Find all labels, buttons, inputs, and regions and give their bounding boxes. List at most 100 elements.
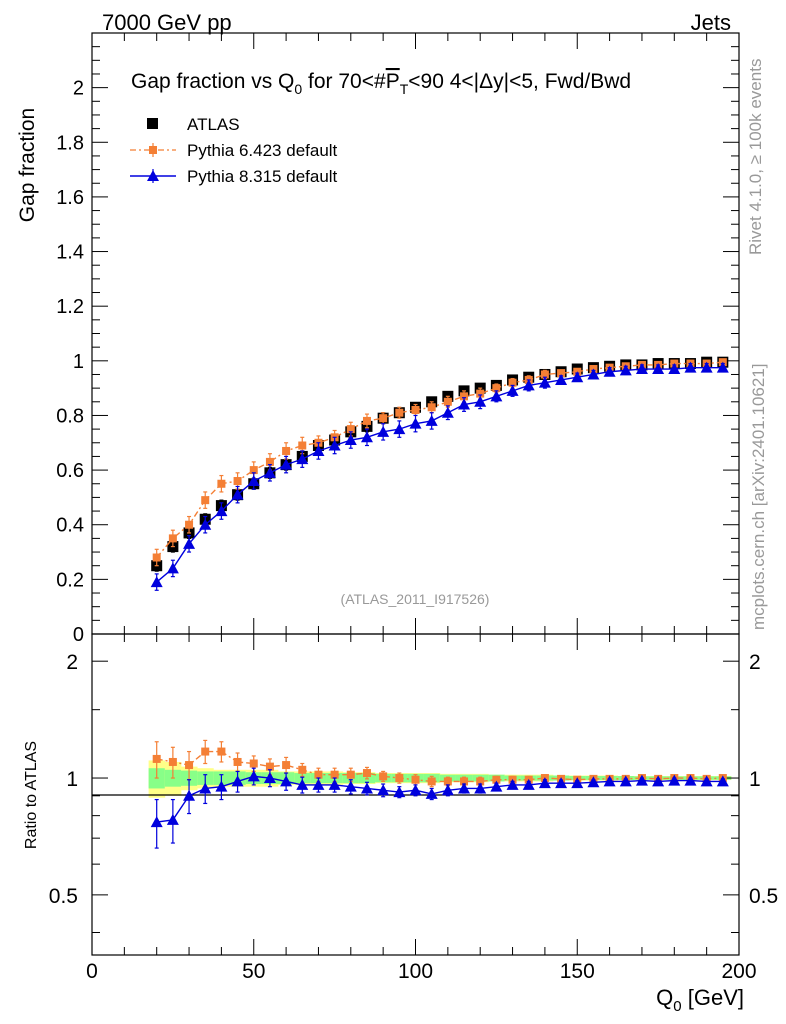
main-pythia8-point xyxy=(312,444,325,456)
xlabel-unit: [GeV] xyxy=(682,985,744,1010)
ratio-pythia6-point xyxy=(395,774,404,783)
legend-atlas-label: ATLAS xyxy=(187,115,240,134)
ratio-xtick-label: 200 xyxy=(721,960,756,983)
main-pythia6-point xyxy=(508,378,517,387)
main-pythia8-point xyxy=(619,364,632,376)
ratio-pythia8-point xyxy=(700,775,713,787)
main-series xyxy=(150,356,729,591)
main-pythia8-point xyxy=(360,431,373,443)
ratio-xtick-label: 150 xyxy=(560,960,595,983)
ratio-pythia6-point xyxy=(443,777,452,786)
legend: ATLAS Pythia 6.423 default Pythia 8.315 … xyxy=(130,115,338,186)
main-pythia6-point xyxy=(411,405,420,414)
main-pythia6-point xyxy=(476,389,485,398)
ratio-series xyxy=(150,739,729,849)
main-pythia8-point xyxy=(587,368,600,380)
ratio-pythia8-point xyxy=(635,774,648,786)
ratio-pythia8-point xyxy=(458,782,471,794)
ratio-pythia8-point xyxy=(409,784,422,796)
ratio-pythia8-point xyxy=(652,775,665,787)
ratio-pythia8-point xyxy=(474,782,487,794)
main-pythia8-point xyxy=(490,390,503,402)
ratio-pythia8-point xyxy=(668,774,681,786)
ratio-pythia6-point xyxy=(217,747,226,756)
title-sub-1: 0 xyxy=(294,81,302,97)
legend-item-atlas: ATLAS xyxy=(147,115,240,134)
main-pythia8-point xyxy=(231,488,244,500)
main-pythia8-point xyxy=(199,518,212,530)
main-ytick-label: 0.6 xyxy=(56,460,84,482)
main-ytick-label: 1.8 xyxy=(56,132,84,154)
main-pythia6-point xyxy=(460,392,469,401)
main-pythia6-point xyxy=(217,479,226,488)
ratio-pythia8-point xyxy=(263,772,276,784)
ratio-ytick-label-right: 0.5 xyxy=(749,885,778,908)
legend-atlas-marker xyxy=(147,118,158,129)
ratio-ytick-label-right: 2 xyxy=(749,651,761,674)
title-text-2: for 70<# xyxy=(302,70,386,93)
main-pythia6-point xyxy=(265,457,274,466)
main-ytick-label: 1 xyxy=(73,351,84,373)
ratio-pythia8-point xyxy=(393,786,406,798)
main-pythia6-point xyxy=(346,425,355,434)
ratio-pythia6-point xyxy=(379,772,388,781)
ratio-pythia6-point xyxy=(282,761,291,770)
ratio-ytick-label: 0.5 xyxy=(49,885,78,908)
main-pythia8-point xyxy=(296,453,309,465)
main-pythia8-point xyxy=(263,466,276,478)
main-ytick-label: 1.4 xyxy=(56,242,84,264)
ratio-pythia8-point xyxy=(280,775,293,787)
rivet-label: Rivet 4.1.0, ≥ 100k events xyxy=(746,59,765,255)
header-left: 7000 GeV pp xyxy=(102,10,232,35)
main-pythia8-point xyxy=(328,439,341,451)
ratio-pythia8-point xyxy=(215,780,228,792)
main-pythia8-point xyxy=(458,398,471,410)
ratio-pythia6-point xyxy=(346,770,355,779)
ratio-pythia8-point xyxy=(150,816,163,828)
ratio-pythia6-point xyxy=(460,777,469,786)
ratio-ytick-label: 2 xyxy=(66,651,78,674)
ratio-pythia8-point xyxy=(555,777,568,789)
ratio-pythia6-point xyxy=(249,759,258,768)
main-pythia6-point xyxy=(249,466,258,475)
main-pythia6-point xyxy=(443,397,452,406)
main-pythia6-point xyxy=(185,520,194,529)
main-ytick-label: 2 xyxy=(73,78,84,100)
ratio-plot-panel: 0.5 0.51 12 20 50 100 150 200 Ratio to ATLAS Q0… xyxy=(23,633,778,1015)
main-ytick-label: 0.8 xyxy=(56,405,84,427)
main-pythia6-point xyxy=(427,403,436,412)
ratio-pythia8-point xyxy=(603,775,616,787)
ratio-pythia8-point xyxy=(522,778,535,790)
main-pythia8-line xyxy=(156,366,723,583)
legend-item-pythia6: Pythia 6.423 default xyxy=(130,141,338,160)
main-pythia6-line xyxy=(156,361,723,558)
main-pythia6-point xyxy=(492,384,501,393)
main-ytick-label: 0.4 xyxy=(56,515,84,537)
ratio-pythia8-point xyxy=(312,778,325,790)
ratio-pythia6-point xyxy=(168,757,177,766)
main-pythia6-point xyxy=(201,496,210,505)
main-pythia8-point xyxy=(506,384,519,396)
main-pythia8-point xyxy=(393,423,406,435)
main-plot-panel: 0 0.2 0.4 0.6 0.8 1 1.2 1.4 1.6 1.8 2 Gap fraction… xyxy=(16,32,740,646)
ratio-pythia6-point xyxy=(233,757,242,766)
main-pythia8-point xyxy=(603,365,616,377)
main-pythia8-point xyxy=(344,434,357,446)
ratio-pythia8-point xyxy=(506,778,519,790)
ratio-pythia8-point xyxy=(425,787,438,799)
watermark: (ATLAS_2011_I917526) xyxy=(341,591,490,607)
main-pythia8-point xyxy=(522,379,535,391)
title-text-3: <90 4<|Δy|<5, Fwd/Bwd xyxy=(408,70,631,93)
ratio-pythia6-point xyxy=(330,770,339,779)
header-right: Jets xyxy=(691,10,731,35)
main-pythia8-point xyxy=(668,363,681,375)
ratio-pythia6-point xyxy=(265,762,274,771)
main-pythia6-point xyxy=(282,446,291,455)
main-pythia8-point xyxy=(716,361,729,373)
main-pythia6-point xyxy=(540,370,549,379)
ratio-pythia8-point xyxy=(328,778,341,790)
legend-pythia6-label: Pythia 6.423 default xyxy=(187,141,338,160)
ratio-pythia8-point xyxy=(166,813,179,825)
main-pythia8-point xyxy=(377,425,390,437)
